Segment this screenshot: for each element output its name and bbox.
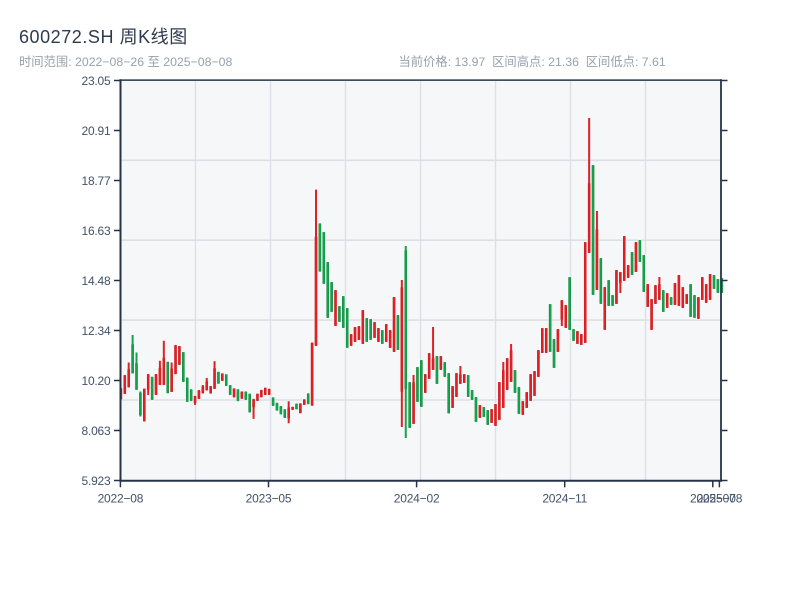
svg-text:2025−08: 2025−08 xyxy=(697,491,743,505)
svg-text:2023−05: 2023−05 xyxy=(246,491,292,505)
svg-text:2022−08: 2022−08 xyxy=(98,491,144,505)
svg-text:16.63: 16.63 xyxy=(81,224,111,238)
svg-text:20.91: 20.91 xyxy=(81,124,111,138)
svg-text:12.34: 12.34 xyxy=(81,324,111,338)
svg-text:2025−07: 2025−07 xyxy=(690,491,736,505)
svg-text:23.05: 23.05 xyxy=(81,74,111,88)
svg-text:18.77: 18.77 xyxy=(81,174,111,188)
svg-text:5.923: 5.923 xyxy=(81,474,111,488)
svg-text:14.48: 14.48 xyxy=(81,274,111,288)
svg-text:2024−02: 2024−02 xyxy=(394,491,440,505)
svg-text:10.20: 10.20 xyxy=(81,374,111,388)
svg-text:2024−11: 2024−11 xyxy=(542,491,587,505)
svg-text:8.063: 8.063 xyxy=(81,424,111,438)
